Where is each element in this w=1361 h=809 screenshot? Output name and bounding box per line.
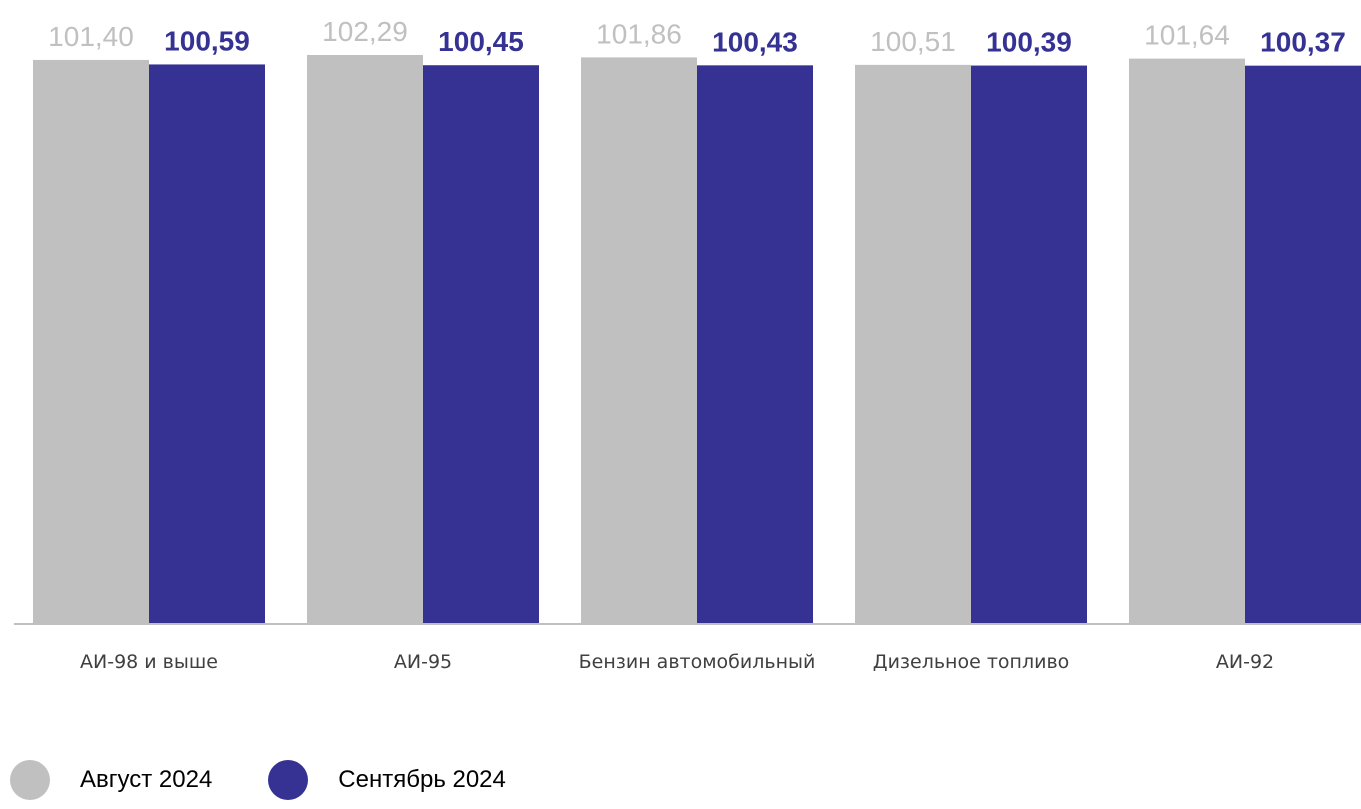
bar-september-2[interactable]	[697, 65, 813, 623]
data-label-september-4: 100,37	[1260, 27, 1346, 58]
data-label-august-1: 102,29	[322, 16, 408, 47]
bar-september-0[interactable]	[149, 64, 265, 624]
legend-label-september: Сентябрь 2024	[338, 766, 506, 793]
legend-swatch-august	[10, 760, 50, 800]
bar-august-2[interactable]	[581, 57, 697, 624]
bar-august-4[interactable]	[1129, 58, 1245, 623]
legend-label-august: Август 2024	[80, 766, 213, 793]
data-label-august-4: 101,64	[1144, 20, 1230, 51]
data-label-september-2: 100,43	[712, 26, 798, 57]
legend-item-september[interactable]: Сентябрь 2024	[268, 760, 506, 800]
data-label-august-2: 101,86	[596, 18, 682, 49]
bar-august-3[interactable]	[855, 64, 971, 624]
bar-chart: 101,40 100,59 АИ-98 и выше 102,29 100,45 АИ-9…	[14, 16, 1361, 673]
bar-august-0[interactable]	[33, 59, 149, 624]
category-label-2: Бензин автомобильный	[579, 651, 816, 673]
data-label-september-0: 100,59	[164, 25, 250, 56]
legend-item-august[interactable]: Август 2024	[10, 760, 212, 800]
legend: Август 2024 Сентябрь 2024	[10, 760, 562, 800]
category-label-4: АИ-92	[1216, 651, 1274, 673]
data-label-september-3: 100,39	[986, 27, 1072, 58]
data-label-august-3: 100,51	[870, 26, 956, 57]
bar-september-1[interactable]	[423, 65, 539, 623]
bar-september-4[interactable]	[1245, 65, 1361, 624]
data-label-september-1: 100,45	[438, 26, 524, 57]
category-label-3: Дизельное топливо	[873, 651, 1070, 673]
data-label-august-0: 101,40	[48, 21, 134, 52]
labels-group: 101,40 100,59 АИ-98 и выше 102,29 100,45 АИ-9…	[48, 16, 1346, 673]
bar-august-1[interactable]	[307, 55, 423, 623]
legend-swatch-september	[268, 760, 309, 800]
category-label-0: АИ-98 и выше	[80, 651, 218, 673]
category-label-1: АИ-95	[394, 651, 452, 673]
bar-september-3[interactable]	[971, 65, 1087, 623]
bars-group	[33, 55, 1361, 624]
